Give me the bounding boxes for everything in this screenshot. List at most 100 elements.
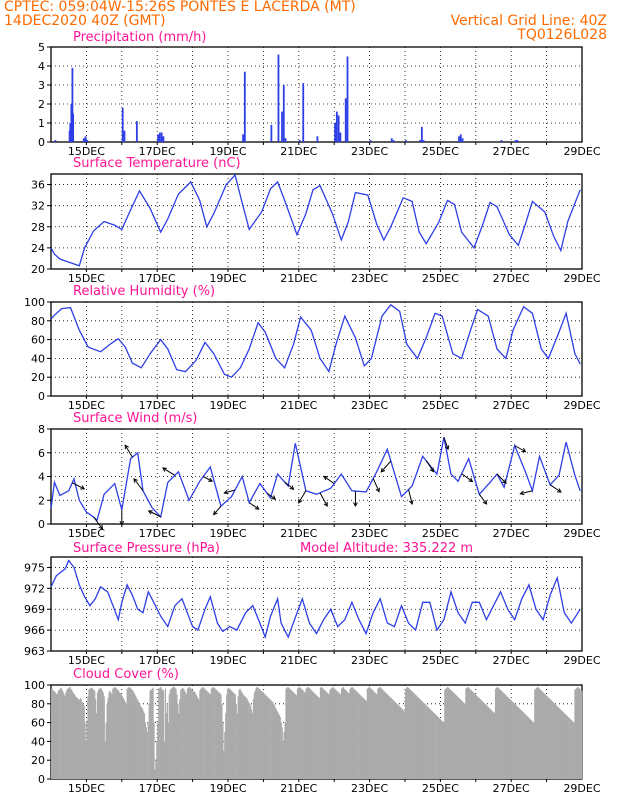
wind-ytick-label: 4 xyxy=(38,471,45,484)
cloud-cover-bar xyxy=(263,693,265,779)
cloud-cover-bar xyxy=(119,693,122,779)
precipitation-bar xyxy=(121,107,124,142)
cloud-cover-bar xyxy=(480,700,482,779)
cloud-cover-bar xyxy=(317,697,320,779)
cloud-cover-bar xyxy=(449,688,451,779)
cloud-cover-bar xyxy=(87,696,89,779)
cloud-cover-bar xyxy=(466,687,468,779)
cloud-cover-bar xyxy=(240,690,242,779)
cloud-cover-bar xyxy=(344,689,346,779)
cloud-cover-bar xyxy=(311,690,313,779)
precipitation-bar xyxy=(123,130,126,142)
cloud-cover-bar xyxy=(204,688,206,779)
wind-arrow-head xyxy=(223,489,229,495)
cloud-cover-bar xyxy=(419,699,421,779)
precipitation-bar xyxy=(135,121,138,142)
cloud-cover-bar xyxy=(285,688,287,779)
cloud-cover-bar xyxy=(132,690,134,779)
wind-ytick-label: 6 xyxy=(38,447,45,460)
wind-xtick-label: 21DEC xyxy=(280,527,317,540)
cloud-cover-bar xyxy=(287,686,289,779)
cloud-cover-bar xyxy=(229,689,232,779)
cloud-cover-bar xyxy=(141,708,144,779)
cloud-cover-bar xyxy=(294,693,296,779)
cloud-cover-bar xyxy=(53,691,56,779)
cloud-cover-bar xyxy=(128,686,130,779)
cloud-cover-bar xyxy=(222,722,224,779)
cloud-cover-bar xyxy=(355,690,357,779)
cloud-cover-bar xyxy=(219,693,221,779)
cloud-cover-bar xyxy=(76,698,79,779)
cloud-cover-bar xyxy=(180,689,182,779)
model-altitude: Model Altitude: 335.222 m xyxy=(300,541,473,556)
cloud-cover-bar xyxy=(115,687,117,779)
wind-line xyxy=(50,437,581,522)
cloud-cover-bar xyxy=(191,689,193,779)
cloud-cover-bar xyxy=(558,707,560,779)
cloud-cover-bar xyxy=(361,697,364,779)
cloud-cover-bar xyxy=(350,687,352,779)
cloud-cover-bar xyxy=(489,708,491,779)
cloud-cover-bar xyxy=(230,690,233,779)
wind-arrow-shaft xyxy=(372,478,380,492)
cloud-cover-bar xyxy=(292,691,294,779)
cloud-cover-bar xyxy=(418,698,420,779)
cloud-cover-bar xyxy=(101,690,103,779)
wind-arrow-head xyxy=(444,445,450,451)
cloud-cover-bar xyxy=(453,693,456,779)
wind-arrow-head xyxy=(80,485,86,490)
cloud-cover-bar xyxy=(408,688,411,779)
cloud-cover-bar xyxy=(301,689,303,779)
cloud-cover-ytick-label: 20 xyxy=(31,754,45,767)
precipitation-bar xyxy=(157,134,159,142)
cloud-cover-bar xyxy=(403,710,405,779)
cloud-cover-bar xyxy=(108,692,110,779)
cloud-cover-bar xyxy=(124,701,126,779)
cloud-cover-bar xyxy=(155,760,157,779)
cloud-cover-bar xyxy=(309,688,311,779)
cloud-cover-bar xyxy=(561,711,564,779)
cloud-cover-bar xyxy=(239,688,241,779)
pressure-ytick-label: 966 xyxy=(24,624,45,637)
cloud-cover-bar xyxy=(428,708,431,779)
cloud-cover-bar xyxy=(152,687,154,779)
cloud-cover-bar xyxy=(84,722,86,779)
cloud-cover-bar xyxy=(98,688,101,779)
wind-arrow-head xyxy=(409,499,414,506)
precipitation-bar xyxy=(405,140,407,142)
cloud-cover-bar xyxy=(457,697,459,779)
cloud-cover-bar xyxy=(62,691,64,779)
precipitation-bar xyxy=(298,140,301,142)
cloud-cover-bar xyxy=(343,688,346,779)
pressure-panel: Surface Pressure (hPa) Model Altitude: 3… xyxy=(24,541,601,667)
cloud-cover-bar xyxy=(147,722,149,779)
cloud-cover-bar xyxy=(556,705,558,779)
cloud-cover-bar xyxy=(427,707,430,779)
cloud-cover-xtick-label: 15DEC xyxy=(68,782,105,795)
cloud-cover-xtick-label: 25DEC xyxy=(422,782,459,795)
cloud-cover-bar xyxy=(352,687,354,779)
pressure-xtick-label: 27DEC xyxy=(493,654,530,667)
cloud-cover-bar xyxy=(357,692,359,779)
cloud-cover-bar xyxy=(537,686,539,779)
precipitation-bar xyxy=(282,85,285,142)
cloud-cover-bar xyxy=(486,705,488,779)
cloud-cover-bar xyxy=(221,703,223,779)
cloud-cover-bar xyxy=(396,703,398,779)
temperature-line xyxy=(50,173,581,267)
cloud-cover-bar xyxy=(578,687,580,779)
cloud-cover-bar xyxy=(414,694,416,779)
cloud-cover-bar xyxy=(374,692,376,779)
cloud-cover-bar xyxy=(328,694,330,779)
cloud-cover-bar xyxy=(319,687,322,779)
precipitation-bar xyxy=(335,111,338,142)
cloud-cover-bar xyxy=(242,694,244,779)
cloud-cover-bar xyxy=(439,718,441,779)
cloud-cover-bar xyxy=(103,696,105,779)
cloud-cover-bar xyxy=(513,702,515,779)
cloud-cover-bar xyxy=(412,692,414,779)
pressure-xtick-label: 23DEC xyxy=(351,654,388,667)
cloud-cover-bar xyxy=(178,713,180,779)
cloud-cover-bar xyxy=(217,691,219,779)
cloud-cover-bar xyxy=(449,689,452,779)
